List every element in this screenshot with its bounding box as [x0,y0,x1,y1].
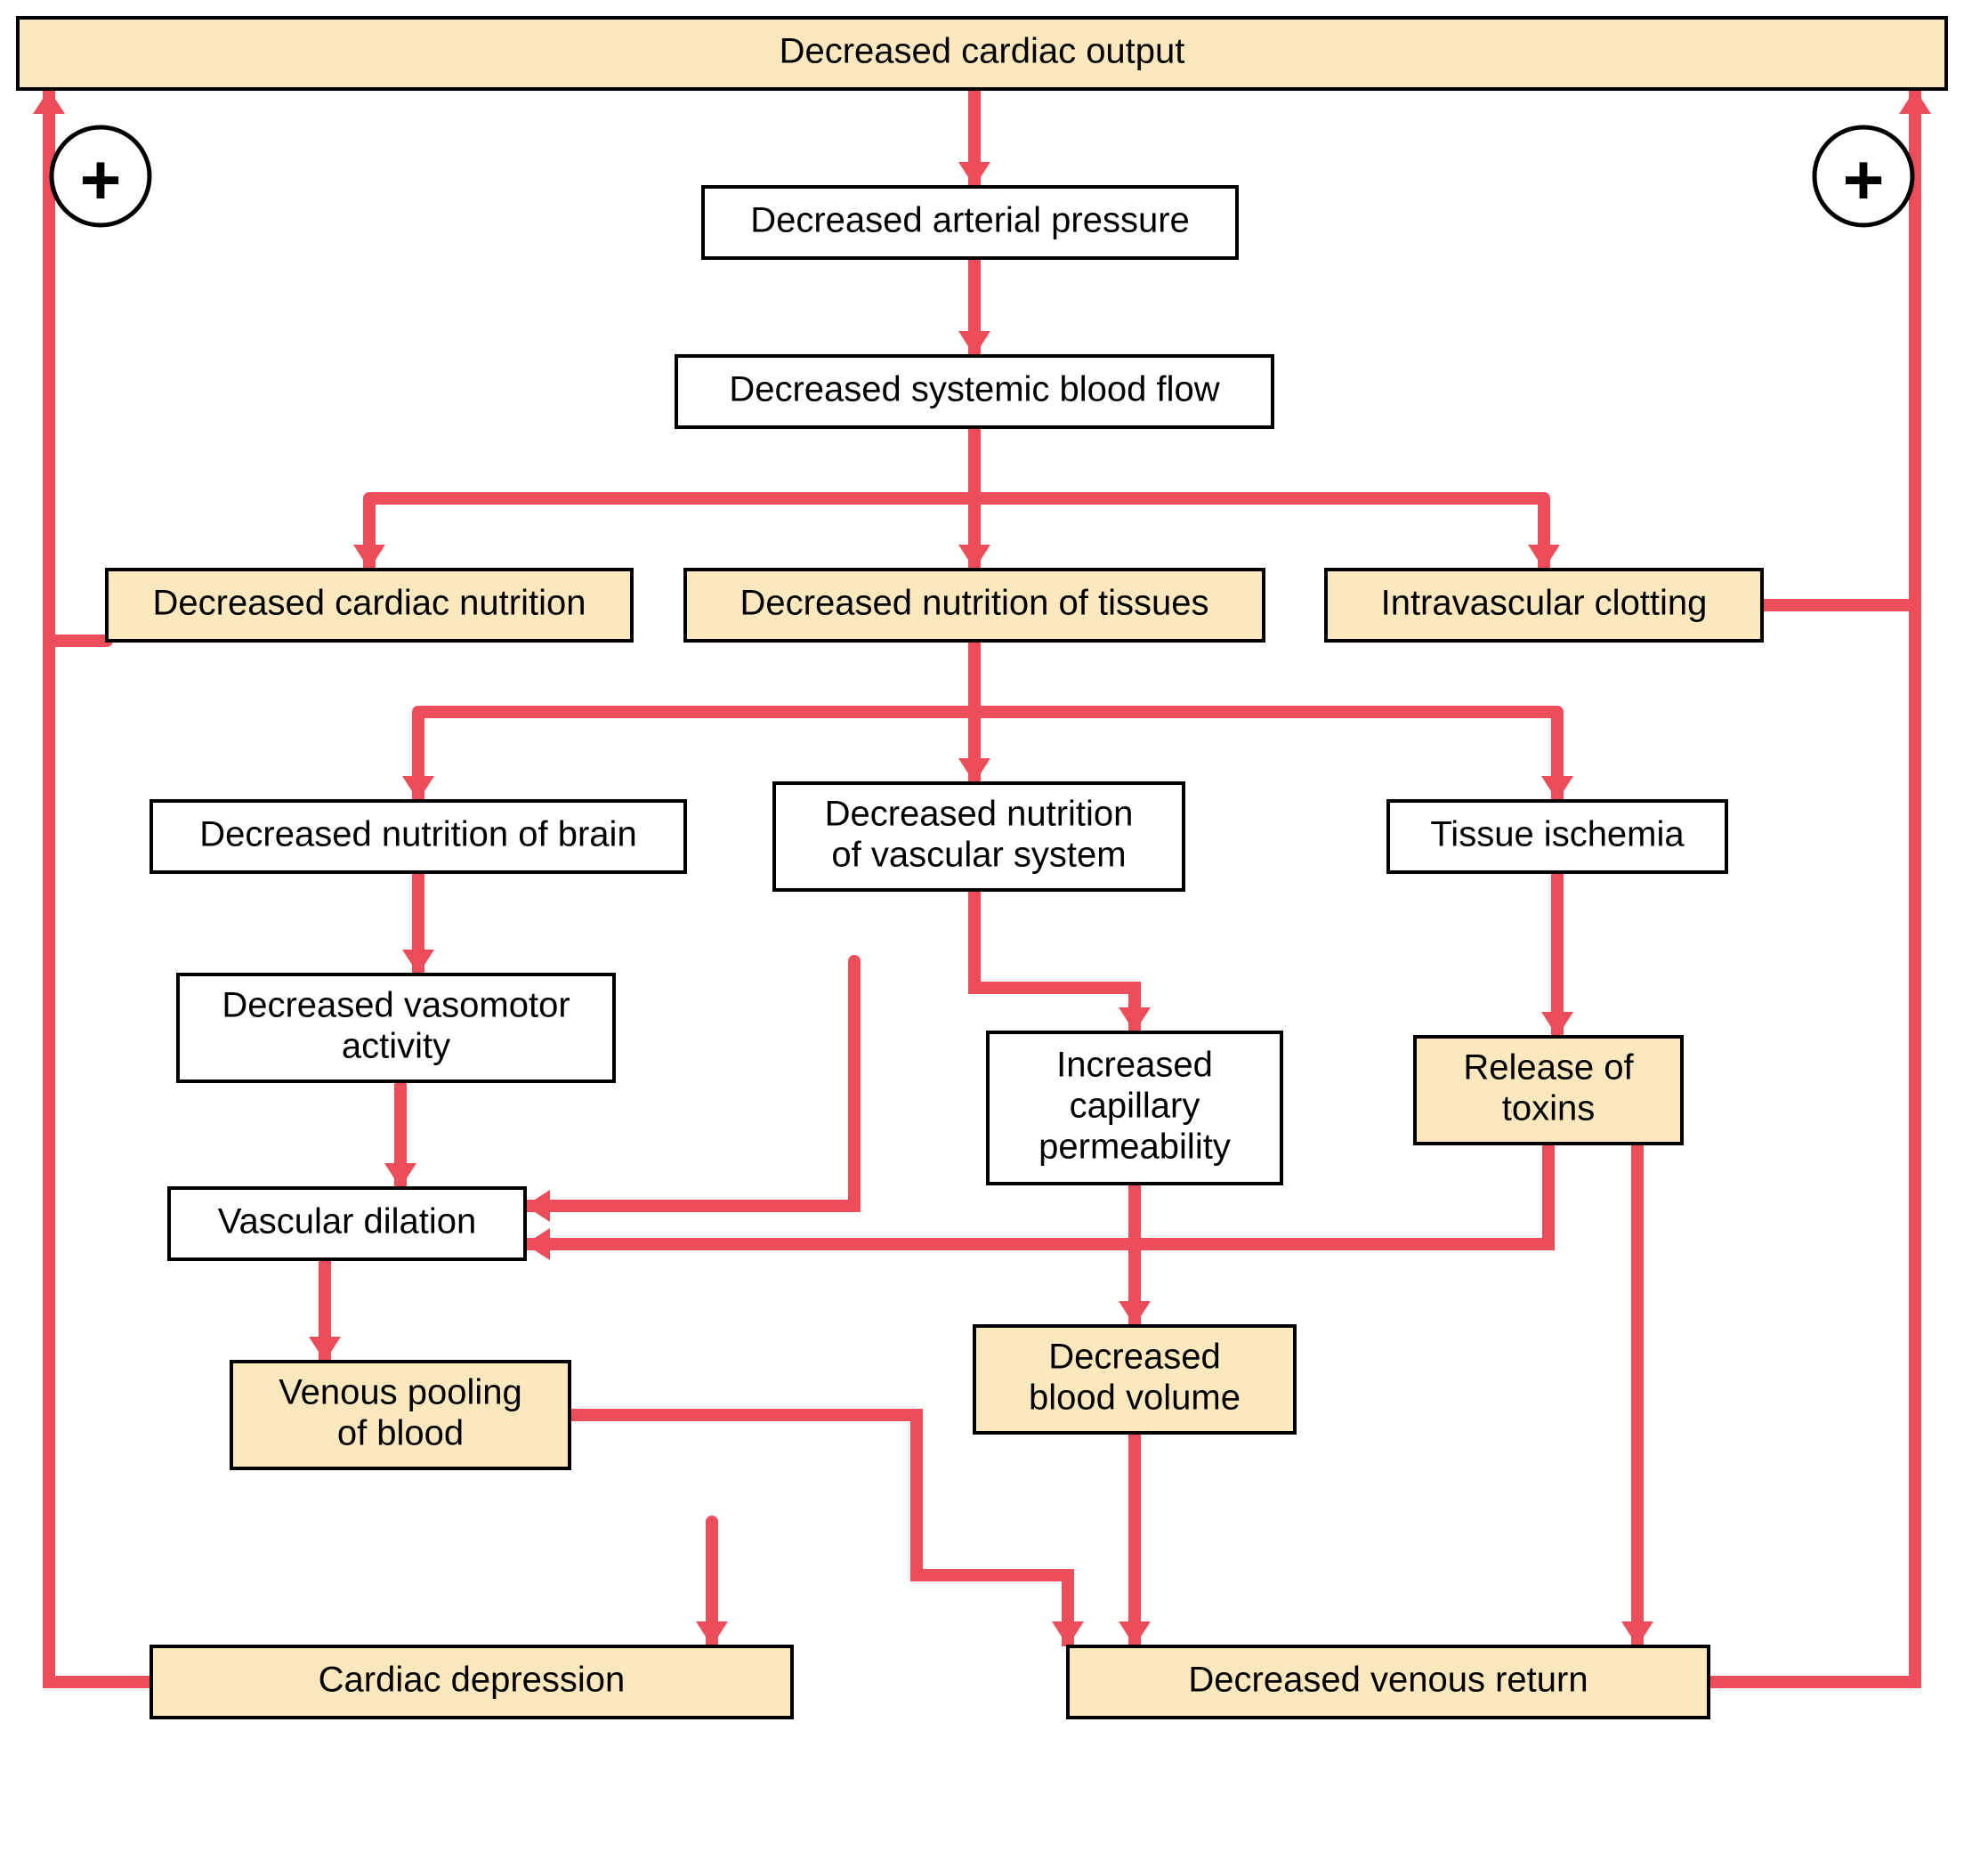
node-vasomotor: Decreased vasomotoractivity [178,974,614,1081]
node-label: activity [342,1027,450,1066]
node-arterial_pressure: Decreased arterial pressure [703,187,1237,258]
node-label: Decreased cardiac nutrition [153,584,586,623]
node-tissue_ischemia: Tissue ischemia [1388,801,1726,872]
node-label: Decreased nutrition of brain [199,815,636,854]
node-label: Decreased cardiac output [780,32,1185,71]
node-label: Cardiac depression [319,1661,626,1700]
node-release_toxins: Release oftoxins [1415,1037,1682,1144]
node-label: Decreased nutrition of tissues [740,584,1209,623]
feedback-plus-icon: + [52,127,150,225]
feedback-plus-icon: + [1814,127,1912,225]
node-dec_blood_volume: Decreasedblood volume [974,1326,1295,1433]
node-label: Decreased arterial pressure [750,201,1190,240]
node-tissue_nutrition: Decreased nutrition of tissues [685,570,1264,641]
node-vascular_nutrition: Decreased nutritionof vascular system [774,783,1184,890]
svg-text:+: + [80,141,122,220]
node-label: capillary [1070,1087,1200,1126]
node-label: of blood [337,1414,464,1453]
node-cardiac_nutrition: Decreased cardiac nutrition [107,570,632,641]
node-intravascular_clot: Intravascular clotting [1326,570,1762,641]
node-systemic_flow: Decreased systemic blood flow [676,356,1273,427]
node-label: Vascular dilation [218,1202,477,1241]
node-cardiac_depression: Cardiac depression [151,1646,792,1718]
node-label: Decreased [1048,1338,1220,1377]
node-vascular_dilation: Vascular dilation [169,1188,525,1259]
node-label: Decreased vasomotor [222,986,570,1025]
node-label: Intravascular clotting [1381,584,1708,623]
node-label: Decreased venous return [1188,1661,1588,1700]
node-label: Tissue ischemia [1430,815,1685,854]
node-label: blood volume [1029,1379,1241,1418]
node-label: Decreased nutrition [825,795,1134,834]
node-label: Release of [1463,1048,1634,1088]
node-label: of vascular system [831,836,1126,875]
node-label: Decreased systemic blood flow [729,370,1219,409]
flowchart-diagram: Decreased cardiac output Decreased arteri… [0,0,1964,1876]
node-label: toxins [1502,1089,1596,1128]
node-label: Venous pooling [279,1373,522,1412]
node-label: Increased [1056,1046,1213,1085]
node-brain_nutrition: Decreased nutrition of brain [151,801,685,872]
node-cap_permeability: Increasedcapillarypermeability [988,1032,1281,1184]
node-cardiac_output: Decreased cardiac output [18,18,1946,89]
node-label: permeability [1039,1128,1231,1167]
node-venous_pooling: Venous poolingof blood [231,1362,570,1468]
node-dec_venous_return: Decreased venous return [1068,1646,1709,1718]
svg-text:+: + [1843,141,1885,220]
